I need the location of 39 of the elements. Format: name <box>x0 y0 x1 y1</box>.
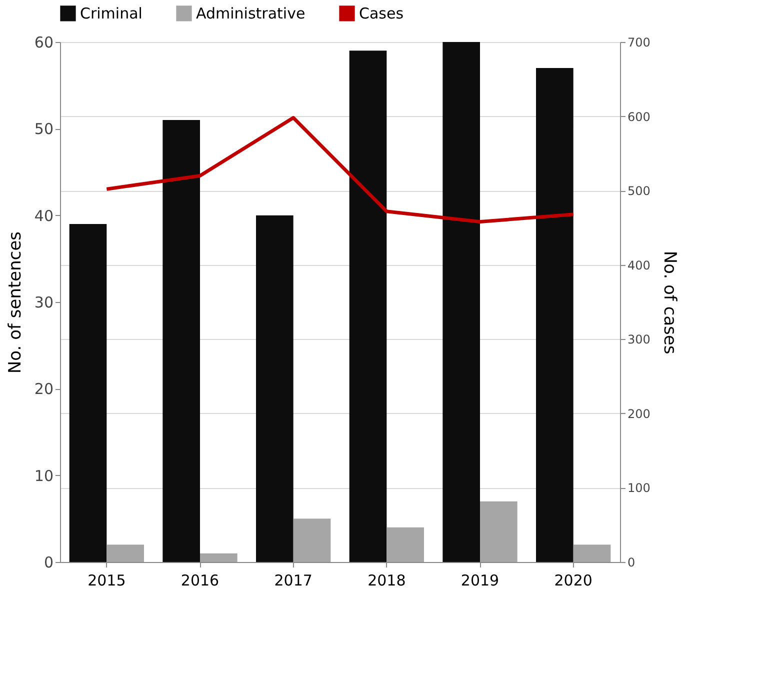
y2-tick-label: 500 <box>628 184 650 198</box>
x-tick-label: 2017 <box>274 572 312 590</box>
bar <box>442 42 480 562</box>
bar <box>573 544 611 562</box>
bar <box>106 544 144 562</box>
bar <box>349 50 387 562</box>
y-tick-label: 40 <box>34 206 54 225</box>
legend-label: Cases <box>359 4 404 22</box>
line-series <box>104 116 576 224</box>
bar <box>386 527 424 562</box>
y2-tick-label: 0 <box>628 556 636 570</box>
y-tick-label: 10 <box>34 466 54 485</box>
legend-label: Criminal <box>80 4 142 22</box>
bar <box>162 120 200 562</box>
y2-tick-label: 100 <box>628 481 650 496</box>
y-tick-label: 30 <box>34 294 54 312</box>
y2-tick-label: 200 <box>628 406 650 421</box>
bar <box>69 224 107 562</box>
y2-tick-label: 700 <box>628 36 650 50</box>
y2-axis-title: No. of cases <box>659 250 680 354</box>
y-tick-label: 20 <box>34 380 54 398</box>
y-axis-title: No. of sentences <box>5 231 26 374</box>
y2-tick-label: 400 <box>628 258 650 272</box>
bar <box>293 518 331 562</box>
y-tick-label: 50 <box>34 120 54 138</box>
x-tick-label: 2016 <box>180 572 220 590</box>
y-tick-label: 0 <box>44 554 54 572</box>
x-tick-label: 2020 <box>554 572 592 590</box>
x-tick-label: 2018 <box>368 572 406 590</box>
y2-tick-label: 300 <box>628 332 650 347</box>
bar <box>256 215 294 562</box>
y-tick-label: 60 <box>34 34 54 52</box>
bar <box>480 501 518 562</box>
x-tick-label: 2019 <box>460 572 500 590</box>
x-tick-label: 2015 <box>88 572 126 590</box>
bar <box>536 68 574 562</box>
bar <box>200 553 238 562</box>
legend-label: Administrative <box>196 4 306 22</box>
y2-tick-label: 600 <box>628 110 650 124</box>
